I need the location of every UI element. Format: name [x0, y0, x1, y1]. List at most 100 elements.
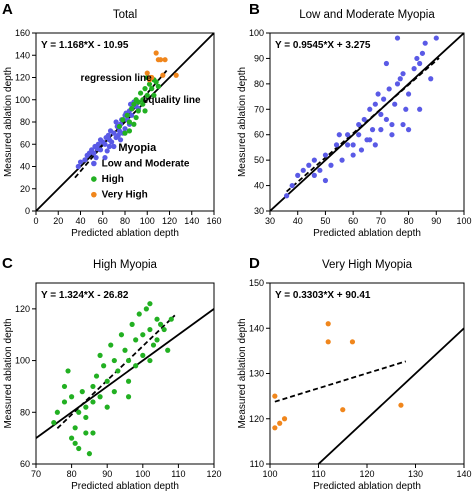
data-point	[135, 108, 141, 114]
data-point	[358, 147, 365, 153]
x-tick-label: 30	[265, 216, 275, 226]
x-tick-label: 0	[33, 216, 38, 226]
regression-equation: Y = 0.9545*X + 3.275	[275, 40, 371, 51]
data-point	[403, 106, 409, 112]
panel-letter: C	[2, 255, 13, 272]
y-tick-label: 40	[20, 162, 30, 172]
x-tick-label: 140	[456, 469, 471, 479]
data-point	[378, 111, 384, 117]
x-axis-label: Predicted ablation depth	[71, 228, 179, 239]
y-tick-label: 100	[15, 95, 30, 105]
y-tick-label: 70	[254, 104, 264, 114]
data-point	[349, 339, 356, 345]
data-point	[101, 363, 107, 369]
data-point	[104, 148, 110, 154]
regression-line	[286, 57, 440, 193]
data-point	[306, 162, 312, 168]
data-point	[83, 404, 89, 410]
data-point	[133, 337, 139, 343]
x-tick-label: 80	[404, 216, 414, 226]
data-point	[386, 86, 392, 92]
data-point	[375, 91, 381, 97]
y-tick-label: 110	[250, 459, 264, 469]
data-point	[65, 368, 71, 374]
data-point	[131, 101, 137, 107]
y-tick-label: 150	[249, 278, 264, 288]
data-point	[154, 337, 160, 343]
data-point	[411, 66, 417, 72]
data-point	[350, 142, 356, 148]
data-point	[295, 172, 301, 178]
data-point	[76, 445, 82, 452]
regression-line	[274, 360, 407, 403]
data-point	[142, 108, 148, 114]
legend-label: Very High	[102, 190, 148, 201]
data-point	[54, 409, 60, 415]
data-point	[367, 137, 373, 143]
x-tick-label: 80	[120, 216, 130, 226]
panel-letter: D	[249, 255, 260, 272]
plot-area	[36, 301, 214, 457]
x-tick-label: 90	[102, 469, 112, 479]
data-point	[158, 321, 164, 327]
data-point	[272, 425, 278, 431]
y-tick-label: 140	[249, 323, 264, 333]
plot-frame	[35, 282, 215, 465]
data-point	[146, 81, 153, 87]
equality-line-annotation: equality line	[143, 95, 201, 106]
data-point	[129, 112, 135, 118]
data-point	[419, 50, 426, 56]
regression-equation: Y = 1.168*X - 10.95	[41, 40, 129, 51]
data-point	[115, 368, 121, 374]
data-point	[328, 162, 334, 168]
data-point	[336, 132, 342, 138]
data-point	[144, 70, 150, 76]
data-point	[417, 106, 423, 112]
data-point	[372, 101, 378, 107]
data-point	[83, 414, 89, 421]
data-point	[111, 143, 117, 150]
data-point	[86, 451, 92, 457]
data-point	[116, 123, 123, 130]
data-point	[397, 76, 403, 82]
chart-title: High Myopia	[93, 259, 158, 271]
y-tick-label: 40	[254, 181, 264, 191]
plot-area	[272, 321, 464, 464]
data-point	[392, 101, 398, 107]
data-point	[168, 316, 174, 322]
legend-marker	[91, 160, 97, 167]
data-point	[149, 74, 155, 81]
y-tick-label: 0	[25, 206, 30, 216]
data-point	[383, 116, 389, 123]
chart-panel-c: C High Myopia 70 80 90 100 110 120 60 80 100 120 Pre…	[2, 255, 222, 492]
data-point	[389, 132, 395, 138]
y-tick-label: 60	[254, 130, 264, 140]
y-tick-label: 120	[15, 73, 30, 83]
data-point	[97, 394, 103, 400]
data-point	[69, 435, 75, 441]
data-point	[105, 132, 111, 138]
x-tick-label: 120	[206, 469, 221, 479]
legend-marker	[91, 176, 97, 182]
data-point	[381, 96, 387, 102]
legend: Myopia Low and Moderate High Very High	[91, 142, 190, 201]
data-point	[151, 92, 157, 98]
data-point	[140, 332, 146, 338]
x-tick-label: 90	[431, 216, 441, 226]
data-point	[108, 342, 114, 348]
data-point	[122, 347, 128, 353]
data-point	[97, 352, 103, 358]
data-point	[115, 132, 121, 138]
data-point	[311, 157, 317, 163]
data-point	[281, 416, 288, 422]
equality-line	[36, 308, 214, 439]
x-tick-label: 110	[311, 469, 325, 479]
data-point	[372, 142, 378, 148]
data-point	[153, 79, 159, 85]
legend-marker	[91, 191, 97, 198]
data-point	[322, 152, 329, 158]
data-point	[325, 321, 331, 327]
data-point	[76, 409, 82, 415]
x-tick-label: 120	[162, 216, 177, 226]
